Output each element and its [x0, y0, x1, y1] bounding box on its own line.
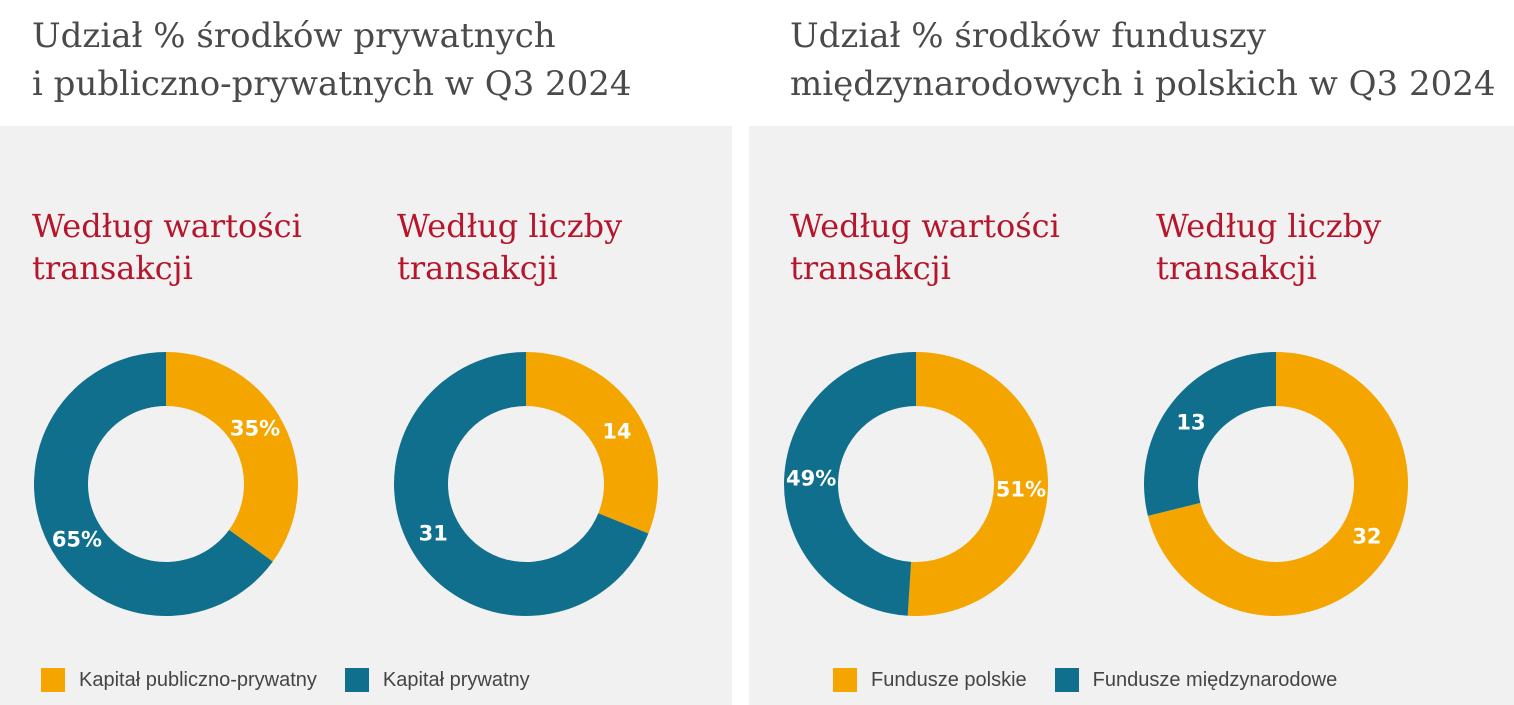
- legend-item-polish-funds: Fundusze polskie: [833, 668, 1027, 692]
- legend-label: Kapitał prywatny: [382, 668, 530, 691]
- donut-slice-label: 51%: [996, 477, 1046, 501]
- legend-label: Fundusze polskie: [871, 668, 1027, 691]
- chart-title-line-1: Według wartości: [790, 207, 1060, 245]
- panel-title-funds: Udział % środków funduszy międzynarodowy…: [790, 12, 1496, 108]
- donut-slice: [394, 352, 649, 616]
- legend-swatch-teal: [1054, 668, 1079, 692]
- chart-title-line-2: transakcji: [32, 249, 193, 287]
- donut-slice: [34, 352, 273, 616]
- donut-slice: [166, 352, 298, 562]
- chart-title-count-left: Według liczby transakcji: [397, 205, 622, 289]
- legend-item-private: Kapitał prywatny: [344, 668, 530, 692]
- chart-title-count-right: Według liczby transakcji: [1156, 205, 1381, 289]
- donut-slice: [783, 352, 916, 616]
- legend-label: Fundusze międzynarodowe: [1092, 668, 1338, 691]
- chart-title-value-right: Według wartości transakcji: [790, 205, 1060, 289]
- donut-slice-label: 35%: [230, 416, 280, 440]
- legend-right: Fundusze polskie Fundusze międzynarodowe: [833, 668, 1337, 692]
- donut-slice-label: 31: [419, 521, 448, 545]
- legend-left: Kapitał publiczno-prywatny Kapitał prywa…: [41, 668, 530, 692]
- legend-label: Kapitał publiczno-prywatny: [79, 668, 317, 691]
- chart-title-line-1: Według liczby: [1156, 207, 1382, 245]
- legend-swatch-orange: [41, 668, 65, 692]
- panel-title-private-public: Udział % środków prywatnych i publiczno-…: [32, 12, 632, 108]
- donut-slice-label: 32: [1352, 525, 1381, 549]
- panel-title-line-2: międzynarodowych i polskich w Q3 2024: [790, 64, 1496, 104]
- donut-slice-label: 49%: [786, 467, 836, 491]
- donut-chart-count-right: 32 13: [1144, 352, 1408, 616]
- donut-slice-label: 13: [1176, 410, 1205, 434]
- panel-title-line-2: i publiczno-prywatnych w Q3 2024: [32, 64, 632, 104]
- donut-chart-value-left: 35% 65%: [34, 352, 298, 616]
- donut-slice: [1144, 352, 1276, 516]
- donut-slice: [526, 352, 658, 534]
- chart-title-line-2: transakcji: [1156, 249, 1317, 287]
- panel-title-line-1: Udział % środków prywatnych: [32, 16, 556, 56]
- chart-title-line-1: Według wartości: [32, 207, 302, 245]
- chart-title-value-left: Według wartości transakcji: [32, 205, 302, 289]
- chart-title-line-2: transakcji: [790, 249, 951, 287]
- legend-swatch-teal: [344, 668, 369, 692]
- donut-slice-label: 65%: [52, 528, 102, 552]
- donut-slice: [1147, 352, 1408, 616]
- donut-slice: [907, 352, 1048, 616]
- donut-chart-value-right: 51% 49%: [783, 352, 1048, 616]
- chart-title-line-2: transakcji: [397, 249, 558, 287]
- legend-item-international-funds: Fundusze międzynarodowe: [1054, 668, 1338, 692]
- donut-chart-count-left: 14 31: [394, 352, 658, 616]
- donut-slice-label: 14: [602, 420, 631, 444]
- legend-swatch-orange: [833, 668, 857, 692]
- panel-title-line-1: Udział % środków funduszy: [790, 16, 1266, 56]
- legend-item-public-private: Kapitał publiczno-prywatny: [41, 668, 317, 692]
- chart-title-line-1: Według liczby: [397, 207, 623, 245]
